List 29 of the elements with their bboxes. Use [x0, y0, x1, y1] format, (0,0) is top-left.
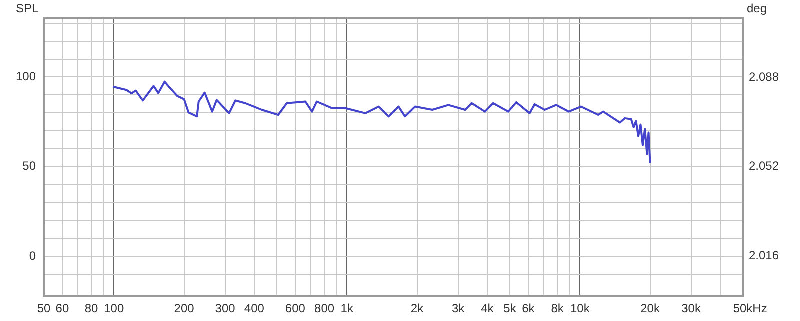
- x-tick-label: 20k: [640, 302, 661, 316]
- x-tick-label: 800: [314, 302, 335, 316]
- x-tick-label: 6k: [522, 302, 536, 316]
- x-tick-label: 8k: [551, 302, 565, 316]
- y-tick-label: 0: [29, 248, 36, 263]
- x-tick-label: 60: [56, 302, 70, 316]
- y2-axis-title: deg: [747, 1, 768, 16]
- x-tick-label: 80: [84, 302, 99, 316]
- y-tick-label: 100: [16, 70, 36, 84]
- x-tick-label: 300: [215, 302, 236, 316]
- x-axis-title: Hz: [752, 301, 768, 316]
- x-tick-label: 5k: [504, 302, 518, 316]
- x-tick-label: 30k: [682, 302, 702, 316]
- x-tick-label: 2k: [410, 302, 425, 316]
- y-axis-title: SPL: [16, 1, 40, 16]
- y2-tick-label: 2.052: [749, 159, 780, 174]
- x-tick-label: 4k: [481, 302, 495, 316]
- y2-tick-label: 2.088: [749, 70, 780, 84]
- y-tick-label: 50: [22, 159, 36, 174]
- x-tick-label: 1k: [340, 302, 354, 316]
- x-tick-label: 600: [285, 302, 306, 316]
- x-tick-label: 100: [104, 302, 124, 316]
- x-tick-label: 50: [37, 302, 51, 316]
- x-tick-label: 200: [174, 302, 195, 316]
- y2-tick-label: 2.016: [749, 248, 780, 263]
- x-tick-label: 50k: [733, 302, 754, 316]
- x-tick-label: 400: [244, 302, 265, 316]
- x-tick-label: 10k: [570, 302, 591, 316]
- x-tick-label: 3k: [452, 302, 466, 316]
